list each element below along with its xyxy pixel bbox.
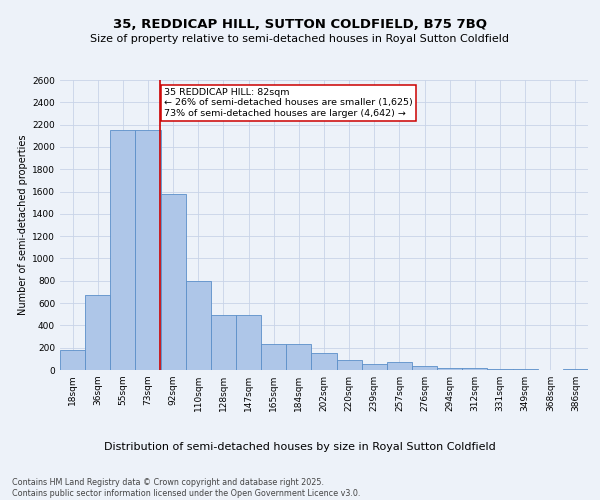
Text: Distribution of semi-detached houses by size in Royal Sutton Coldfield: Distribution of semi-detached houses by … <box>104 442 496 452</box>
Bar <box>462 368 487 370</box>
Bar <box>337 360 362 370</box>
Y-axis label: Number of semi-detached properties: Number of semi-detached properties <box>18 134 28 316</box>
Bar <box>311 352 337 370</box>
Bar <box>261 344 286 370</box>
Text: Contains HM Land Registry data © Crown copyright and database right 2025.
Contai: Contains HM Land Registry data © Crown c… <box>12 478 361 498</box>
Bar <box>236 316 261 370</box>
Text: 35, REDDICAP HILL, SUTTON COLDFIELD, B75 7BQ: 35, REDDICAP HILL, SUTTON COLDFIELD, B75… <box>113 18 487 30</box>
Text: Size of property relative to semi-detached houses in Royal Sutton Coldfield: Size of property relative to semi-detach… <box>91 34 509 43</box>
Bar <box>387 362 412 370</box>
Bar <box>85 296 110 370</box>
Bar <box>437 368 462 370</box>
Text: 35 REDDICAP HILL: 82sqm
← 26% of semi-detached houses are smaller (1,625)
73% of: 35 REDDICAP HILL: 82sqm ← 26% of semi-de… <box>164 88 413 118</box>
Bar <box>563 369 588 370</box>
Bar <box>136 130 161 370</box>
Bar <box>362 364 387 370</box>
Bar <box>186 281 211 370</box>
Bar <box>412 366 437 370</box>
Bar <box>60 350 85 370</box>
Bar <box>211 316 236 370</box>
Bar <box>286 344 311 370</box>
Bar <box>110 130 136 370</box>
Bar <box>161 194 186 370</box>
